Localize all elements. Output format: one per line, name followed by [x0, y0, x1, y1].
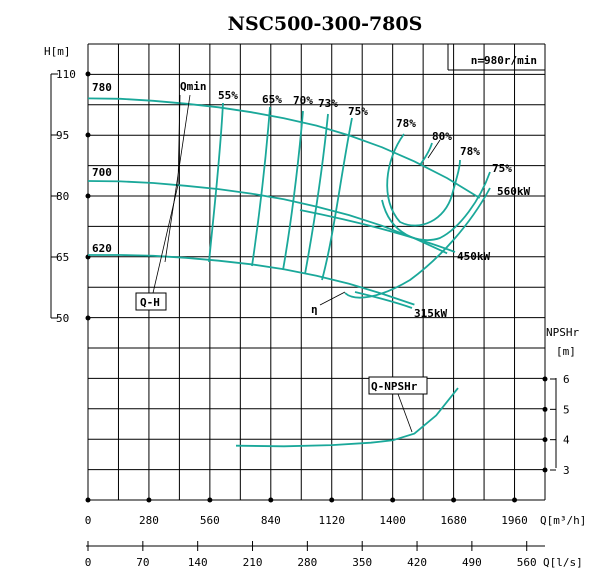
x-tick-m3h: 1680 [440, 514, 467, 527]
x-tick-ls: 350 [352, 556, 372, 569]
chart-title: NSC500-300-780S [228, 13, 423, 35]
eff-75-line [321, 117, 353, 281]
x-tick-dot [329, 497, 335, 503]
curve-label-620: 620 [92, 242, 112, 255]
x-tick-dot [146, 497, 152, 503]
x-tick-m3h: 560 [200, 514, 220, 527]
head-tick-label: 80 [56, 190, 69, 203]
eff-label-70: 70% [293, 94, 313, 107]
curve-label-700: 700 [92, 166, 112, 179]
head-tick-label: 65 [56, 251, 69, 264]
head-tick-label: 110 [56, 68, 76, 81]
eff-73-line [304, 113, 329, 275]
npsh-tick-dot [542, 467, 548, 473]
x-tick-dot [390, 497, 396, 503]
qh-label: Q-H [140, 296, 160, 309]
npsh-tick-dot [542, 406, 548, 412]
grid [87, 43, 546, 501]
qmin-leader [164, 94, 191, 263]
qmin-label: Qmin [180, 80, 207, 93]
x-tick-dot [85, 497, 91, 503]
eff-label-75b: 75% [492, 162, 512, 175]
eff-label-73: 73% [318, 97, 338, 110]
x-axis-m3h-label: Q[m³/h] [540, 514, 586, 527]
x-tick-ls: 70 [136, 556, 149, 569]
power-label-560: 560kW [497, 185, 530, 198]
eff-70-line [282, 110, 304, 271]
x-tick-m3h: 1400 [379, 514, 406, 527]
eff-75-outer [381, 171, 491, 241]
x-tick-m3h: 0 [85, 514, 92, 527]
head-tick-dot [85, 132, 91, 138]
x-tick-ls: 210 [243, 556, 263, 569]
eff-label-78a: 78% [396, 117, 416, 130]
head-tick-label: 50 [56, 312, 69, 325]
power-label-450: 450kW [457, 250, 490, 263]
eta-label: η [311, 303, 318, 316]
npsh-tick-dot [542, 437, 548, 443]
eff-label-78b: 78% [460, 145, 480, 158]
x-tick-dot [268, 497, 274, 503]
x-axis-ls-label: Q[l/s] [543, 556, 583, 569]
speed-label: n=980r/min [471, 54, 537, 67]
eff-curve [344, 187, 491, 299]
series-700 [87, 180, 448, 255]
x-tick-dot [207, 497, 213, 503]
npsh-axis-label: NPSHr [546, 326, 579, 339]
x-tick-ls: 0 [85, 556, 92, 569]
power-450kw-line [299, 209, 456, 253]
x-tick-ls: 560 [517, 556, 537, 569]
chart-labels: 780 700 620 55% 65% 70% 73% 75% 78% 80% … [92, 80, 530, 433]
npsh-tick-label: 3 [563, 464, 570, 477]
curves [87, 97, 481, 448]
npsh-tick-label: 5 [563, 403, 570, 416]
qnpsh-leader [397, 393, 413, 433]
efficiency-lines [208, 102, 491, 309]
power-label-315: 315kW [414, 307, 447, 320]
x-tick-m3h: 840 [261, 514, 281, 527]
x-axes: Q[m³/h] Q[l/s] 0 280 560 840 1120 1400 1680 196… [85, 497, 586, 569]
x-tick-m3h: 280 [139, 514, 159, 527]
eff-80-point [419, 142, 433, 166]
x-tick-ls: 490 [462, 556, 482, 569]
x-tick-dot [451, 497, 457, 503]
qh-leader [152, 94, 181, 294]
qnpsh-label: Q-NPSHr [371, 380, 418, 393]
eff-label-80: 80% [432, 130, 452, 143]
head-axis-label: H[m] [44, 45, 71, 58]
x-tick-m3h: 1960 [501, 514, 528, 527]
x-tick-ls: 420 [407, 556, 427, 569]
x-tick-ls: 140 [188, 556, 208, 569]
power-315kw-line [354, 291, 413, 309]
series-780 [87, 97, 481, 199]
eff-65-line [251, 106, 271, 267]
npsh-axis: NPSHr [m] 6 5 4 3 [542, 326, 579, 477]
eff-78-loop [386, 133, 461, 227]
x-tick-m3h: 1120 [318, 514, 345, 527]
head-tick-dot [85, 193, 91, 199]
npsh-axis-unit: [m] [556, 345, 576, 358]
eff-label-65: 65% [262, 93, 282, 106]
curve-label-780: 780 [92, 81, 112, 94]
qh-label-box [135, 292, 167, 311]
eff-label-75a: 75% [348, 105, 368, 118]
head-tick-dot [85, 71, 91, 77]
eta-leader [319, 291, 346, 306]
eff80-leader [427, 139, 441, 159]
eff-label-55: 55% [218, 89, 238, 102]
head-tick-label: 95 [56, 129, 69, 142]
npsh-tick-label: 6 [563, 373, 570, 386]
series-620 [88, 254, 415, 306]
series-q-npshr [235, 387, 459, 448]
x-tick-ls: 280 [297, 556, 317, 569]
npsh-tick-dot [542, 376, 548, 382]
head-axis: H[m] 110 95 80 65 50 [44, 45, 91, 325]
eff-55-line [208, 102, 224, 263]
head-tick-dot [85, 315, 91, 321]
x-tick-dot [512, 497, 518, 503]
npsh-tick-label: 4 [563, 434, 570, 447]
